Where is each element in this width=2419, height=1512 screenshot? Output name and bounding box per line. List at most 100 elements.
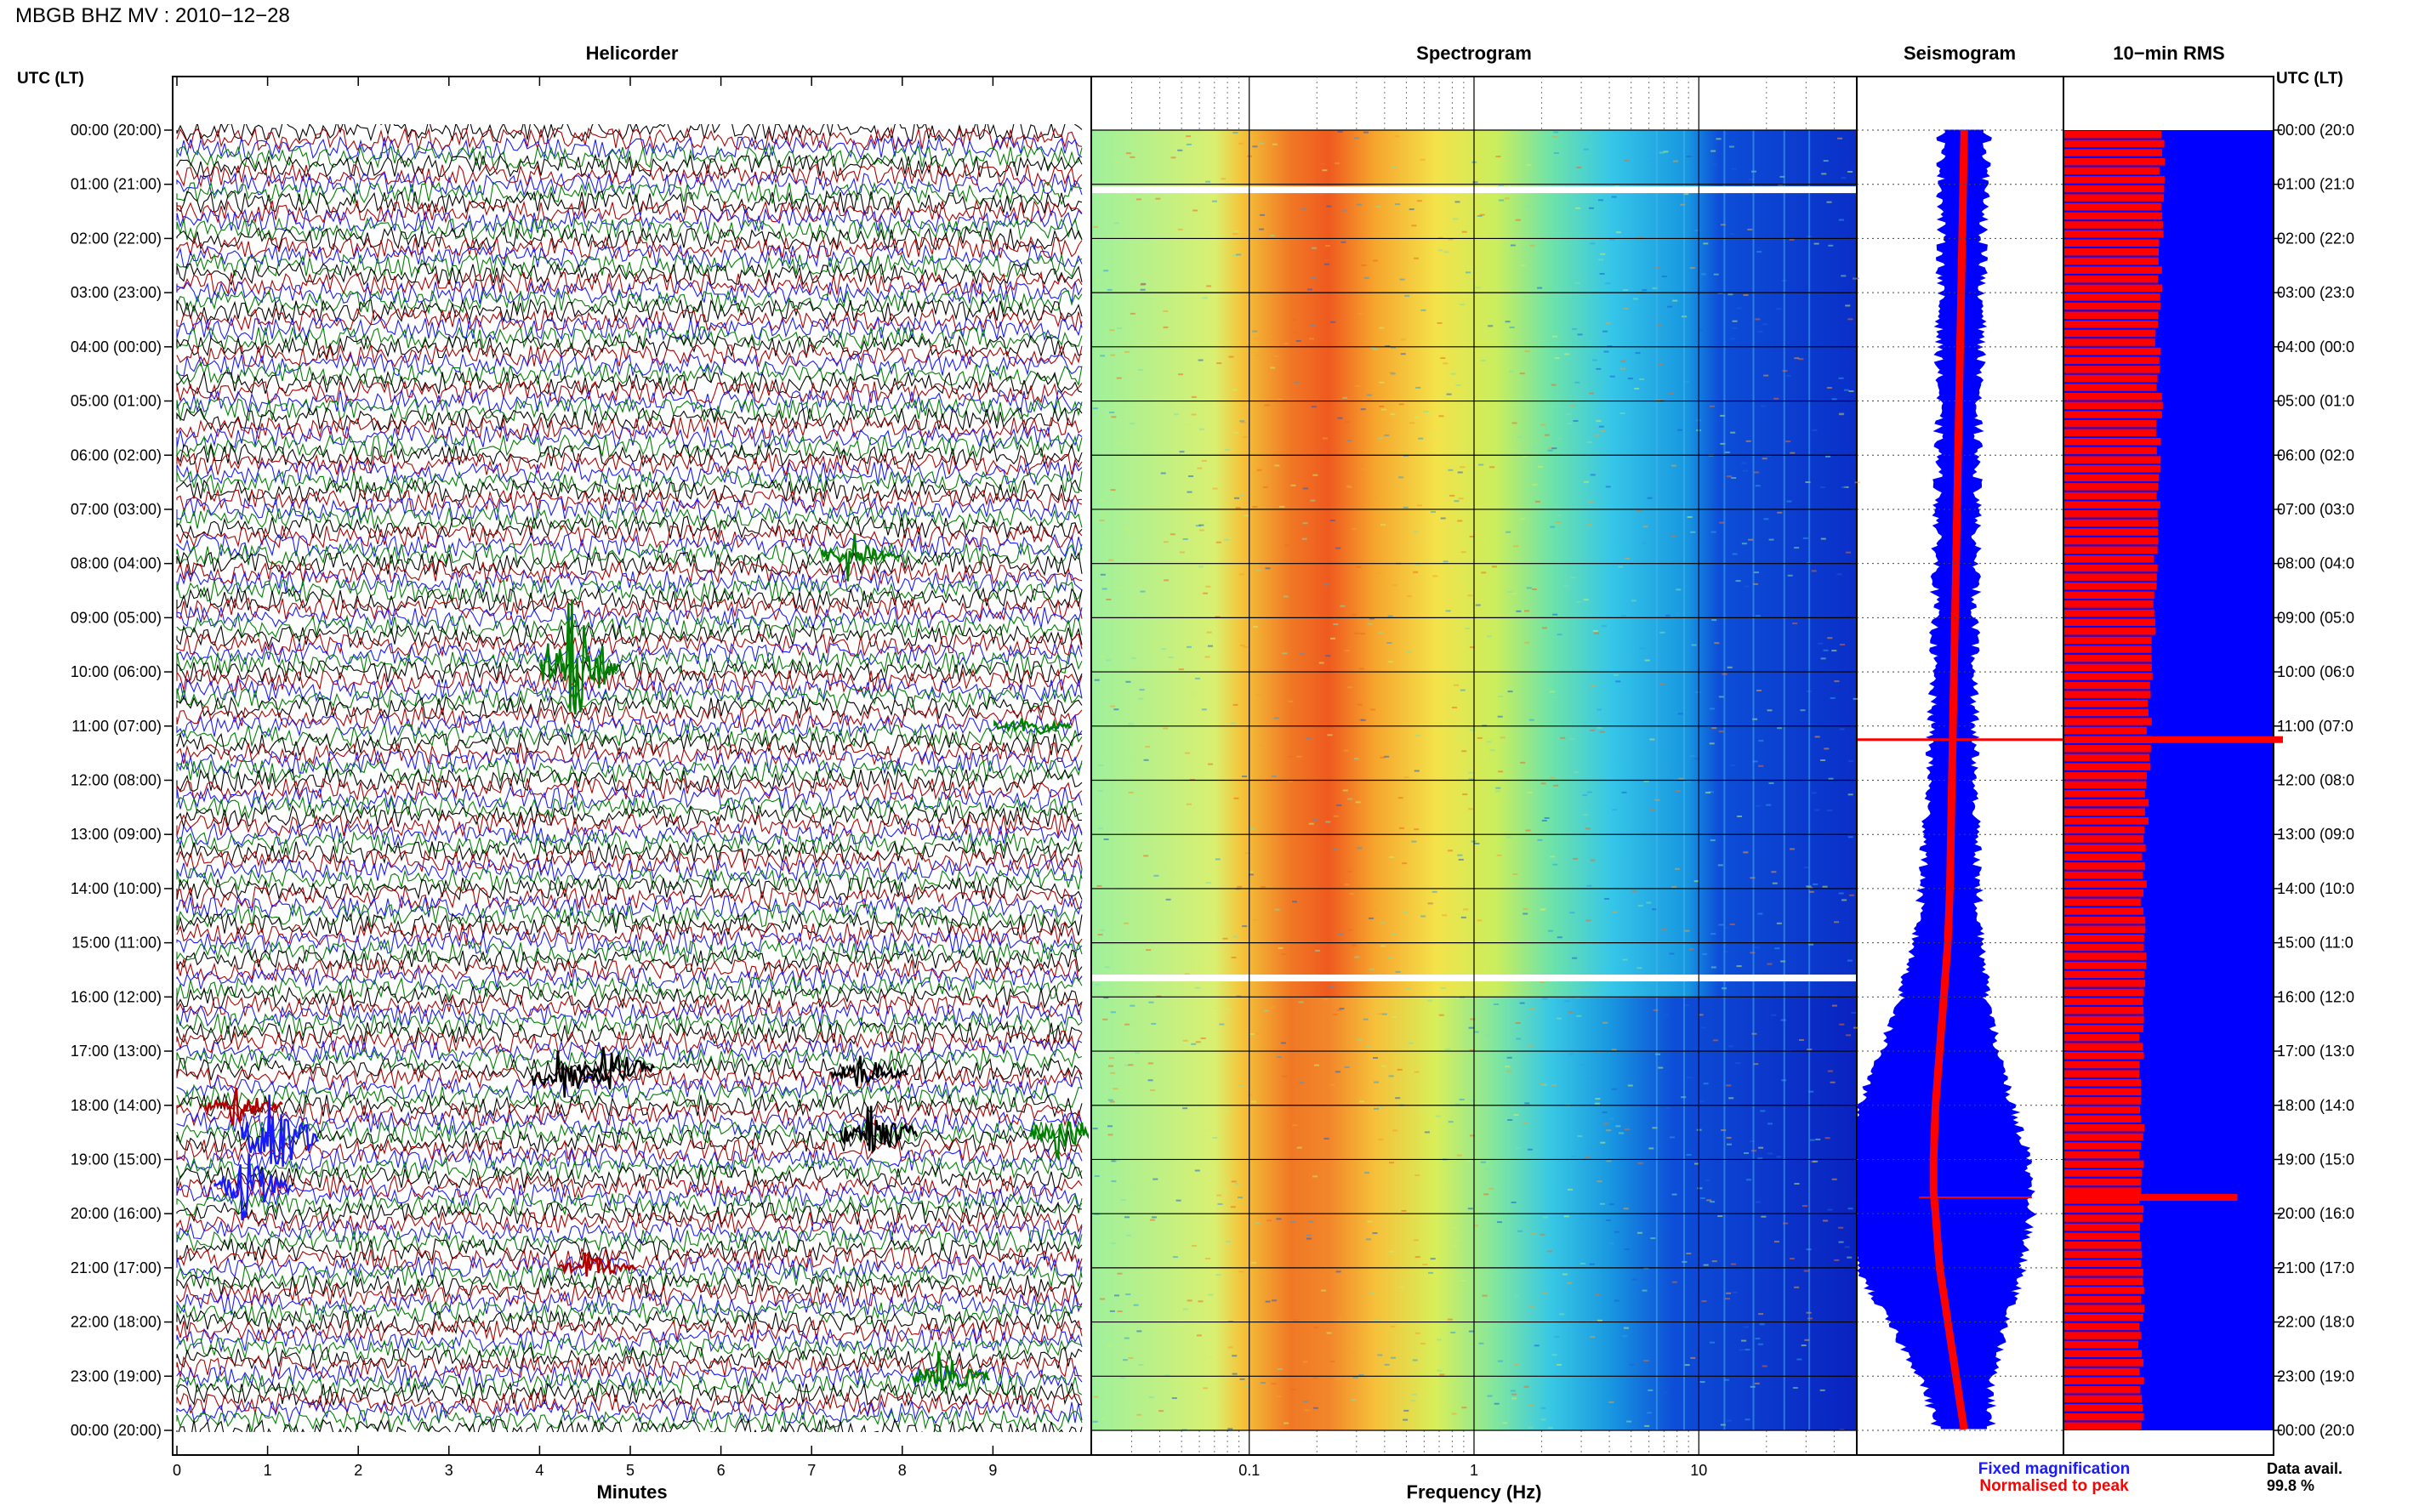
rms-bar [2064,980,2146,987]
spectrogram-speckle [1475,287,1481,289]
spectrogram-speckle [1542,1216,1548,1219]
helicorder-trace [176,993,1083,1019]
spectrogram-speckle [1846,551,1852,554]
spectrogram-speckle [1718,696,1724,698]
spectrogram-speckle [1226,1241,1231,1243]
spectrogram-speckle [1267,1007,1273,1009]
spectrogram-speckle [1644,659,1650,662]
spectrogram-speckle [1743,294,1749,296]
spectrogram-speckle [1699,1381,1705,1384]
rms-bar [2064,1133,2143,1141]
spectrogram-speckle [1585,1077,1591,1079]
spectrogram-speckle [1520,761,1526,764]
spectrogram-speckle [1335,767,1341,770]
spectrogram-speckle [1758,765,1764,767]
minute-tick-label: 0 [173,1462,181,1479]
spectrogram-speckle [1185,423,1191,426]
spectrogram-speckle [1248,873,1254,876]
spectrogram-speckle [1164,1374,1170,1377]
spectrogram-speckle [1792,1387,1798,1389]
spectrogram-speckle [1718,924,1724,926]
spectrogram-speckle [1568,1011,1574,1014]
spectrogram-speckle [1474,843,1480,844]
spectrogram-speckle [1198,524,1204,526]
left-hour-label: 02:00 (22:00) [71,230,162,247]
spectrogram-speckle [1093,225,1098,228]
spectrogram-speckle [1690,531,1696,533]
spectrogram-speckle [1387,615,1393,617]
spectrogram-speckle [1691,644,1697,646]
spectrogram-speckle [1344,650,1350,652]
spectrogram-speckle [1606,1219,1612,1221]
spectrogram-speckle [1677,429,1682,431]
spectrogram-speckle [1710,1341,1715,1344]
spectrogram-speckle [1730,431,1736,434]
spectrogram-speckle [1389,855,1395,858]
spectrogram-speckle [1728,1045,1734,1048]
spectrogram-speckle [1242,436,1248,438]
spectrogram-speckle [1216,362,1222,365]
spectrogram-speckle [1642,526,1648,528]
spectrogram-speckle [1168,657,1174,658]
spectrogram-speckle [1195,965,1201,967]
right-hour-label: 05:00 (01:0 [2277,393,2354,410]
spectrogram-speckle [1651,742,1657,745]
spectrogram-speckle [1136,1330,1142,1333]
spectrogram-speckle [1663,151,1669,153]
helicorder-plot [176,124,1089,1432]
spectrogram-speckle [1274,464,1280,467]
rms-bar [2064,528,2158,536]
spectrogram-speckle [1138,1364,1144,1366]
spectrogram-speckle [1403,776,1409,778]
rms-bar [2064,438,2161,446]
helicorder-trace [176,985,1083,1009]
helicorder-trace [176,144,1083,170]
right-hour-label: 12:00 (08:0 [2277,772,2354,789]
left-hour-label: 08:00 (04:00) [71,555,162,572]
spectrogram-speckle [1392,1015,1397,1018]
spectrogram-speckle [1259,142,1265,145]
helicorder-trace [176,217,1083,242]
rms-bar [2064,582,2157,590]
rms-bar [2064,546,2158,554]
spectrogram-speckle [1605,282,1611,285]
spectrogram-speckle [1656,325,1662,327]
spectrogram-speckle [1661,276,1667,278]
spectrogram-speckle [1446,393,1452,395]
spectrogram-speckle [1560,736,1566,739]
spectrogram-speckle [1564,353,1570,355]
spectrogram-speckle [1354,632,1360,634]
spectrogram-speckle [1794,547,1800,549]
spectrogram-speckle [1812,429,1818,431]
spectrogram-speckle [1756,690,1762,691]
spectrogram-speckle [1095,279,1101,281]
spectrogram-speckle [1841,177,1847,179]
helicorder-trace [176,560,1083,585]
spectrogram-speckle [1265,567,1271,570]
helicorder-trace [176,858,1083,884]
spectrogram-speckle [1671,536,1676,537]
spectrogram-speckle [1222,1189,1228,1191]
spectrogram-speckle [1326,205,1332,207]
spectrogram-speckle [1453,218,1459,220]
rms-bar [2064,212,2163,220]
spectrogram-speckle [1526,164,1532,167]
spectrogram-speckle [1575,600,1581,603]
helicorder-trace [176,1101,1083,1128]
helicorder-trace [176,1092,1083,1118]
spectrogram-speckle [1622,1335,1628,1338]
spectrogram-speckle [1834,680,1840,683]
spectrogram-title: Spectrogram [1416,43,1532,64]
spectrogram-speckle [1827,1070,1833,1072]
spectrogram-speckle [1380,756,1386,759]
spectrogram-speckle [1506,836,1511,838]
spectrogram-speckle [1174,872,1180,874]
spectrogram-speckle [1224,448,1230,451]
spectrogram-speckle [1292,319,1298,321]
spectrogram-speckle [1621,615,1626,617]
spectrogram-speckle [1163,326,1169,328]
rms-bar [2064,618,2155,626]
spectrogram-speckle [1695,691,1701,693]
spectrogram-speckle [1460,551,1466,554]
spectrogram-speckle [1551,384,1557,386]
